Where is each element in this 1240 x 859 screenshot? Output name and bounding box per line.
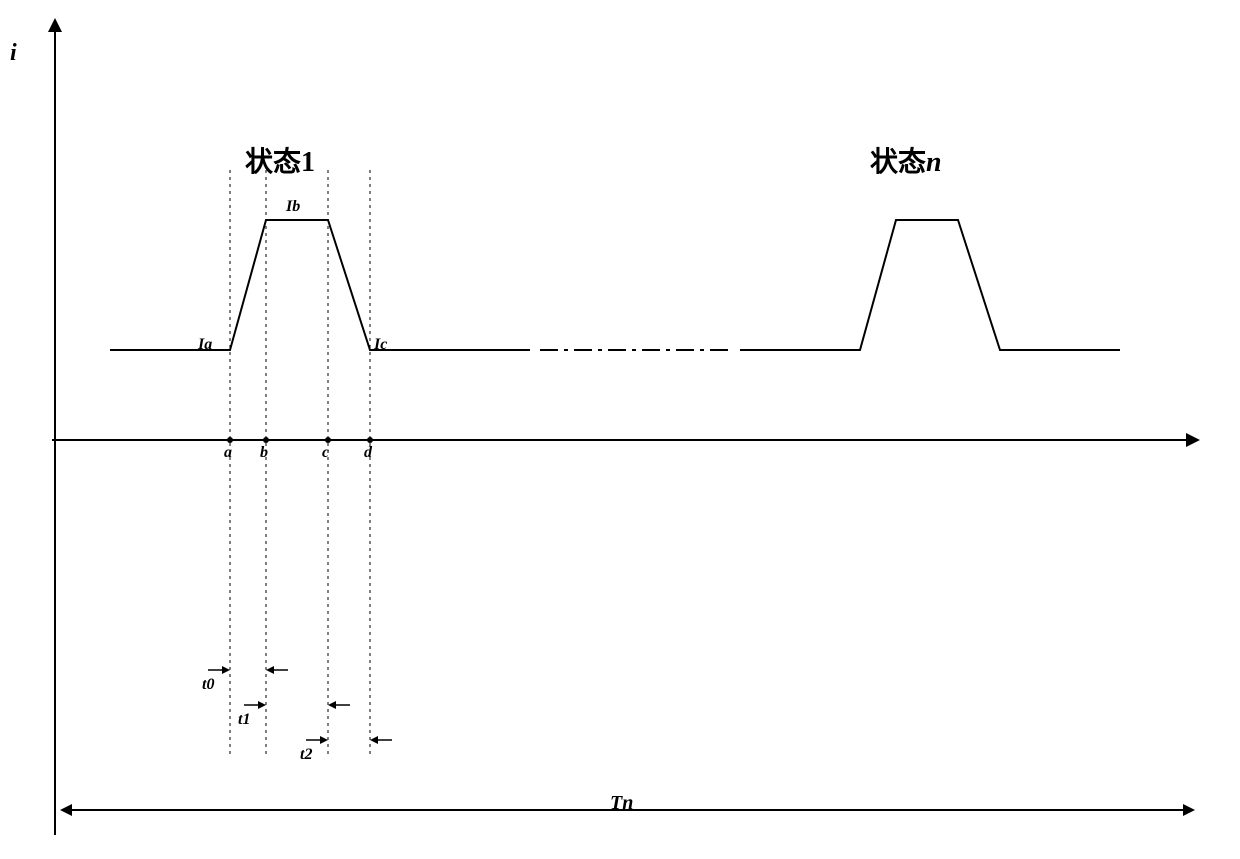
tick-a: a	[224, 444, 232, 462]
Tn-label: Tn	[610, 792, 633, 815]
Ib-label: Ib	[286, 198, 300, 216]
t0-label: t0	[202, 676, 214, 694]
tick-c: c	[322, 444, 329, 462]
Ia-label: Ia	[198, 336, 212, 354]
tick-d: d	[364, 444, 372, 462]
t2-label: t2	[300, 746, 312, 764]
state1-label: 状态1	[245, 140, 315, 180]
Ic-label: Ic	[374, 336, 387, 354]
t1-label: t1	[238, 711, 250, 729]
staten-label: 状态n	[870, 140, 942, 180]
tick-b: b	[260, 444, 268, 462]
y-axis-label: i	[10, 40, 17, 67]
